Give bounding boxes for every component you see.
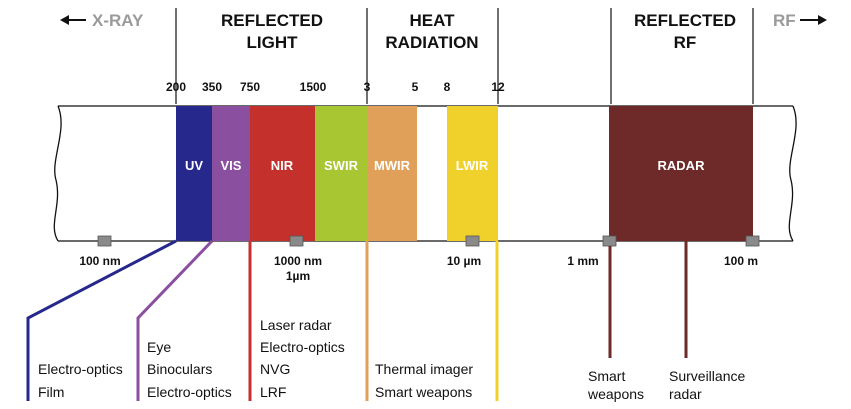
heat-radiation-label-1: HEAT	[409, 11, 455, 30]
app-nir-3: NVG	[260, 361, 290, 377]
marker-100nm	[97, 235, 112, 247]
app-radar-smart-2: weapons	[587, 386, 644, 402]
marker-1000nm	[289, 235, 304, 247]
left-arrow-icon	[60, 15, 86, 25]
band-vis	[212, 106, 250, 241]
app-vis-1: Eye	[147, 339, 171, 355]
app-radar-surveillance-2: radar	[669, 386, 702, 402]
tick-5: 5	[412, 80, 419, 94]
app-nir-4: LRF	[260, 384, 286, 400]
reflected-rf-label-1: REFLECTED	[634, 11, 736, 30]
band-label-mwir: MWIR	[374, 158, 411, 173]
rf-end-label: RF	[773, 11, 796, 30]
tick-200: 200	[166, 80, 186, 94]
marker-10um	[465, 235, 480, 247]
band-label-uv: UV	[185, 158, 203, 173]
scale-1um: 1µm	[286, 269, 310, 283]
band-nir	[250, 106, 315, 241]
band-radar	[609, 106, 753, 241]
band-label-radar: RADAR	[658, 158, 706, 173]
scale-100m: 100 m	[724, 254, 758, 268]
app-uv-1: Electro-optics	[38, 361, 123, 377]
scale-100nm: 100 nm	[79, 254, 120, 268]
leader-line-uv	[26, 239, 177, 401]
reflected-light-label-1: REFLECTED	[221, 11, 323, 30]
scale-10um: 10 µm	[447, 254, 481, 268]
band-label-nir: NIR	[271, 158, 294, 173]
band-swir	[315, 106, 367, 241]
reflected-rf-label-2: RF	[674, 33, 697, 52]
band-uv	[176, 106, 212, 241]
tick-8: 8	[444, 80, 451, 94]
marker-100m	[745, 235, 760, 247]
app-radar-surveillance-1: Surveillance	[669, 368, 745, 384]
app-vis-2: Binoculars	[147, 361, 212, 377]
band-label-swir: SWIR	[324, 158, 359, 173]
tick-1500: 1500	[300, 80, 327, 94]
right-arrow-icon	[800, 15, 827, 25]
scale-1000nm: 1000 nm	[274, 254, 322, 268]
band-lwir	[447, 106, 498, 241]
tick-350: 350	[202, 80, 222, 94]
band-mwir	[367, 106, 417, 241]
tick-12: 12	[491, 80, 505, 94]
tick-3: 3	[364, 80, 371, 94]
tick-750: 750	[240, 80, 260, 94]
app-nir-1: Laser radar	[260, 317, 332, 333]
app-vis-3: Electro-optics	[147, 384, 232, 400]
xray-label: X-RAY	[92, 11, 144, 30]
leader-line-vis	[136, 239, 214, 401]
app-uv-2: Film	[38, 384, 64, 400]
reflected-light-label-2: LIGHT	[247, 33, 299, 52]
app-mwir-1: Thermal imager	[375, 361, 473, 377]
app-nir-2: Electro-optics	[260, 339, 345, 355]
heat-radiation-label-2: RADIATION	[385, 33, 478, 52]
scale-1mm: 1 mm	[567, 254, 598, 268]
app-radar-smart-1: Smart	[588, 368, 625, 384]
app-mwir-2: Smart weapons	[375, 384, 472, 400]
band-label-lwir: LWIR	[456, 158, 489, 173]
band-label-vis: VIS	[221, 158, 242, 173]
marker-1mm	[602, 235, 617, 247]
